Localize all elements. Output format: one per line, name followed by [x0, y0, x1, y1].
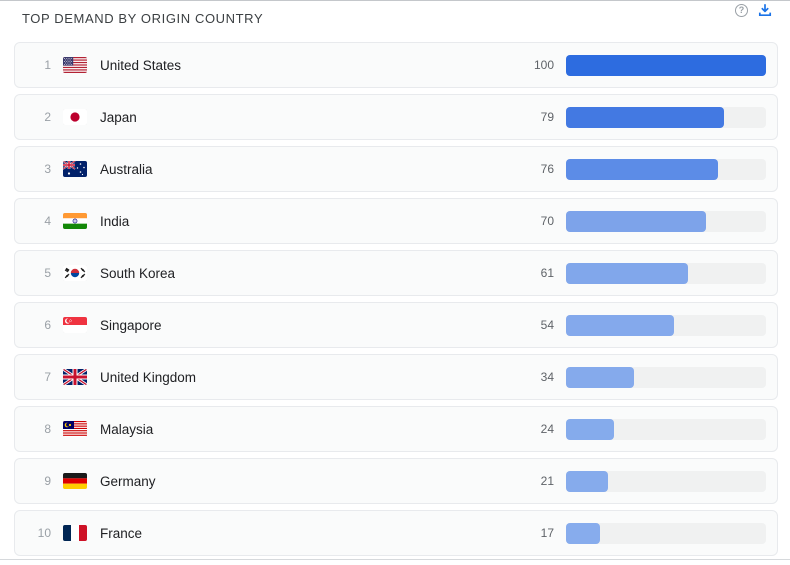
rank-label: 4	[44, 214, 51, 228]
demand-value: 70	[540, 214, 554, 228]
demand-value: 54	[540, 318, 554, 332]
country-name: Malaysia	[100, 421, 154, 437]
bar-track	[566, 54, 766, 76]
au-flag-icon	[63, 161, 87, 177]
bar-fill	[566, 106, 724, 128]
bar-fill	[566, 470, 608, 492]
download-icon[interactable]	[758, 3, 772, 17]
bar-fill	[566, 54, 766, 76]
bar-track	[566, 366, 766, 388]
rank-label: 6	[44, 318, 51, 332]
bar-track	[566, 470, 766, 492]
country-row-kr[interactable]: 5 South Korea 61	[14, 250, 778, 296]
bar-fill	[566, 158, 718, 180]
bar-track	[566, 158, 766, 180]
us-flag-icon	[63, 57, 87, 73]
demand-value: 17	[540, 526, 554, 540]
bar-track	[566, 106, 766, 128]
de-flag-icon	[63, 473, 87, 489]
jp-flag-icon	[63, 109, 87, 125]
country-demand-list: 1 United States 100 2 Japan 79 3 Austral…	[0, 41, 790, 556]
demand-value: 61	[540, 266, 554, 280]
demand-value: 24	[540, 422, 554, 436]
bar-fill	[566, 522, 600, 544]
bar-fill	[566, 418, 614, 440]
bar-track	[566, 522, 766, 544]
country-row-gb[interactable]: 7 United Kingdom 34	[14, 354, 778, 400]
bar-fill	[566, 366, 634, 388]
country-name: India	[100, 213, 130, 229]
country-row-au[interactable]: 3 Australia 76	[14, 146, 778, 192]
panel-header: TOP DEMAND BY ORIGIN COUNTRY	[0, 1, 790, 41]
rank-label: 10	[37, 526, 51, 540]
sg-flag-icon	[63, 317, 87, 333]
bar-track	[566, 262, 766, 284]
rank-label: 9	[44, 474, 51, 488]
country-row-fr[interactable]: 10 France 17	[14, 510, 778, 556]
demand-value: 100	[533, 58, 554, 72]
country-name: United Kingdom	[100, 369, 197, 385]
bar-fill	[566, 262, 688, 284]
rank-label: 8	[44, 422, 51, 436]
bar-track	[566, 418, 766, 440]
bar-fill	[566, 314, 674, 336]
country-row-in[interactable]: 4 India 70	[14, 198, 778, 244]
country-row-jp[interactable]: 2 Japan 79	[14, 94, 778, 140]
country-row-my[interactable]: 8 Malaysia 24	[14, 406, 778, 452]
country-name: South Korea	[100, 265, 176, 281]
demand-value: 21	[540, 474, 554, 488]
country-row-us[interactable]: 1 United States 100	[14, 42, 778, 88]
gb-flag-icon	[63, 369, 87, 385]
fr-flag-icon	[63, 525, 87, 541]
my-flag-icon	[63, 421, 87, 437]
country-name: United States	[100, 57, 182, 73]
in-flag-icon	[63, 213, 87, 229]
demand-value: 34	[540, 370, 554, 384]
rank-label: 5	[44, 266, 51, 280]
rank-label: 1	[44, 58, 51, 72]
rank-label: 2	[44, 110, 51, 124]
country-name: Japan	[100, 109, 137, 125]
help-icon[interactable]: ?	[735, 3, 748, 17]
demand-value: 76	[540, 162, 554, 176]
country-name: France	[100, 525, 143, 541]
bar-track	[566, 210, 766, 232]
bar-fill	[566, 210, 706, 232]
header-icons: ?	[735, 3, 772, 17]
country-name: Germany	[100, 473, 156, 489]
country-name: Singapore	[100, 317, 162, 333]
rank-label: 7	[44, 370, 51, 384]
panel-title: TOP DEMAND BY ORIGIN COUNTRY	[22, 11, 264, 26]
country-row-sg[interactable]: 6 Singapore 54	[14, 302, 778, 348]
bar-track	[566, 314, 766, 336]
country-row-de[interactable]: 9 Germany 21	[14, 458, 778, 504]
country-name: Australia	[100, 161, 153, 177]
demand-value: 79	[540, 110, 554, 124]
kr-flag-icon	[63, 265, 87, 281]
rank-label: 3	[44, 162, 51, 176]
